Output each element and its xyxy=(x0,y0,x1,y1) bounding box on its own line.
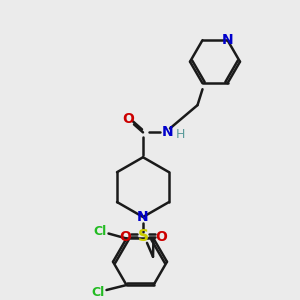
Text: S: S xyxy=(137,230,148,244)
Text: Cl: Cl xyxy=(94,225,107,238)
Text: N: N xyxy=(162,125,174,140)
Text: O: O xyxy=(155,230,167,244)
Text: Cl: Cl xyxy=(92,286,105,298)
Text: O: O xyxy=(122,112,134,126)
Text: N: N xyxy=(222,33,233,47)
Text: O: O xyxy=(119,230,131,244)
Text: H: H xyxy=(175,128,185,141)
Text: N: N xyxy=(137,210,149,224)
